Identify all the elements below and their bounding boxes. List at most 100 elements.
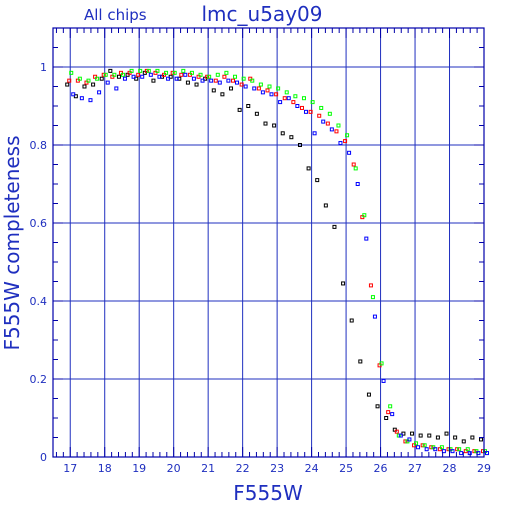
- black-data-point: [470, 435, 475, 440]
- tick-labels: 17 18 19 20 21 22 23 24 25 26 27 28 29 0 0.2 0.4 0.6 0.8 1: [30, 61, 492, 475]
- x-tick-label: 26: [374, 462, 388, 475]
- blue-data-point: [459, 451, 464, 456]
- y-tick-label: 0.4: [30, 295, 48, 308]
- blue-data-point: [390, 412, 395, 417]
- green-data-point: [172, 70, 177, 75]
- blue-data-point: [364, 236, 369, 241]
- green-data-point: [284, 90, 289, 95]
- black-data-point: [91, 82, 96, 87]
- green-data-point: [379, 361, 384, 366]
- x-tick-label: 18: [98, 462, 112, 475]
- green-data-point: [345, 133, 350, 138]
- black-data-point: [453, 435, 458, 440]
- black-data-point: [151, 78, 156, 83]
- black-data-point: [358, 359, 363, 364]
- blue-data-point: [407, 437, 412, 442]
- blue-data-point: [183, 72, 188, 77]
- blue-data-point: [157, 74, 162, 79]
- green-data-point: [207, 74, 212, 79]
- green-data-point: [146, 68, 151, 73]
- black-data-point: [99, 76, 104, 81]
- green-data-point: [310, 100, 315, 105]
- black-data-point: [229, 86, 234, 91]
- green-data-point: [189, 70, 194, 75]
- green-data-point: [112, 72, 117, 77]
- red-data-point: [325, 121, 330, 126]
- green-data-point: [233, 74, 238, 79]
- blue-data-point: [278, 100, 283, 105]
- y-tick-label: 1: [40, 61, 47, 74]
- green-data-point: [319, 105, 324, 110]
- red-data-point: [222, 74, 227, 79]
- black-data-point: [246, 104, 251, 108]
- green-data-point: [103, 72, 108, 77]
- black-data-point: [410, 431, 415, 436]
- blue-data-point: [122, 76, 127, 81]
- black-data-point: [289, 135, 294, 140]
- blue-data-point: [252, 86, 257, 91]
- blue-data-point: [398, 433, 403, 438]
- y-tick-label: 0.8: [30, 139, 48, 152]
- x-tick-label: 17: [63, 462, 77, 475]
- black-data-point: [349, 318, 354, 323]
- black-data-point: [323, 203, 328, 208]
- blue-data-point: [226, 78, 231, 83]
- green-data-point: [422, 443, 427, 448]
- green-data-point: [86, 78, 91, 83]
- x-axis-title: F555W: [233, 481, 303, 505]
- green-data-point: [362, 213, 367, 218]
- red-data-point: [179, 72, 184, 77]
- red-data-point: [317, 113, 322, 118]
- black-data-point: [237, 107, 242, 112]
- x-tick-label: 20: [167, 462, 181, 475]
- green-data-point: [69, 70, 74, 75]
- chart-subtitle: All chips: [84, 6, 147, 24]
- blue-data-point: [269, 92, 274, 97]
- black-data-point: [108, 68, 113, 73]
- black-data-point: [341, 281, 346, 286]
- red-data-point: [282, 96, 287, 101]
- blue-data-point: [260, 90, 265, 95]
- red-data-point: [291, 100, 296, 105]
- black-data-point: [444, 431, 449, 436]
- blue-data-point: [424, 447, 429, 452]
- blue-data-point: [347, 150, 352, 155]
- black-data-point: [375, 404, 380, 409]
- blue-data-point: [450, 449, 455, 454]
- axis-ticks: [53, 28, 485, 458]
- red-data-point: [213, 78, 218, 83]
- green-data-point: [353, 166, 358, 171]
- red-data-point: [136, 72, 141, 77]
- black-data-point: [418, 433, 423, 438]
- green-data-point: [138, 68, 143, 73]
- blue-data-point: [235, 80, 240, 85]
- x-tick-label: 21: [201, 462, 215, 475]
- green-data-point: [258, 82, 263, 87]
- red-data-point: [256, 86, 261, 91]
- blue-data-point: [416, 445, 421, 450]
- blue-data-point: [105, 80, 110, 85]
- black-data-point: [194, 82, 199, 87]
- green-data-point: [77, 76, 82, 81]
- black-data-point: [263, 121, 268, 126]
- blue-data-point: [381, 378, 386, 383]
- black-data-point: [185, 80, 190, 85]
- black-data-point: [116, 74, 121, 79]
- x-tick-label: 23: [270, 462, 284, 475]
- blue-data-point: [88, 98, 93, 103]
- red-data-point: [343, 139, 348, 144]
- green-data-point: [414, 441, 419, 446]
- x-tick-label: 28: [443, 462, 457, 475]
- x-tick-label: 27: [408, 462, 422, 475]
- black-data-point: [366, 392, 371, 397]
- black-data-point: [280, 131, 285, 136]
- blue-data-point: [243, 84, 248, 89]
- green-data-point: [95, 76, 100, 81]
- red-data-point: [308, 109, 313, 114]
- black-data-point: [211, 88, 216, 93]
- black-data-point: [461, 439, 466, 444]
- green-data-point: [388, 404, 393, 409]
- black-data-point: [82, 84, 87, 89]
- blue-data-point: [433, 447, 438, 452]
- red-data-point: [239, 82, 244, 87]
